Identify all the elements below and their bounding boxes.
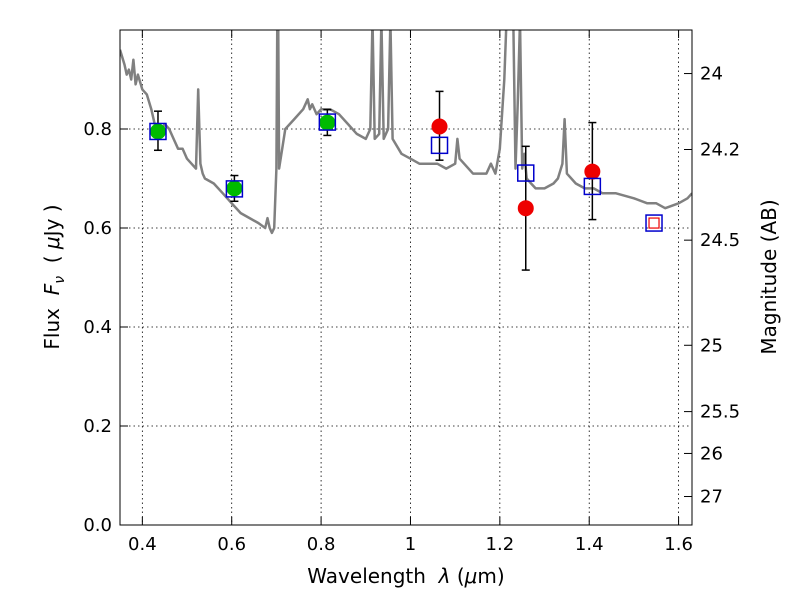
magnitude-axis: 24 24.2 24.5 25 25.5 26 27	[684, 64, 740, 508]
x-tick-label-3: 1	[405, 534, 416, 555]
x-tick-label-2: 0.8	[307, 534, 336, 555]
mag-tick-label-6: 27	[700, 487, 723, 508]
observed-point-5	[584, 163, 601, 180]
mag-tick-label-0: 24	[700, 64, 723, 85]
extra-point	[648, 217, 660, 229]
y-axis: 0.0 0.2 0.4 0.6 0.8	[83, 119, 128, 536]
model-point-0	[149, 122, 167, 141]
y-tick-label-2: 0.4	[83, 317, 112, 338]
observed-point-0	[149, 123, 166, 140]
mag-tick-label-5: 26	[700, 443, 723, 464]
model-point-1	[225, 180, 244, 198]
x-tick-label-6: 1.6	[664, 534, 693, 555]
x-tick-label-1: 0.6	[217, 534, 246, 555]
observed-point-3	[431, 118, 448, 135]
y-tick-label-0: 0.0	[83, 515, 112, 536]
model-point-2	[318, 113, 337, 131]
spectrum-layer	[120, 30, 692, 235]
model-point-3	[430, 136, 449, 155]
plot-frame	[119, 29, 693, 526]
mag-tick-label-4: 25.5	[700, 402, 740, 423]
model-points	[149, 113, 663, 232]
y-tick-label-4: 0.8	[83, 119, 112, 140]
observed-point-2	[319, 114, 336, 131]
x-tick-label-4: 1.2	[486, 534, 515, 555]
right-axis-label: Magnitude (AB)	[757, 199, 781, 354]
x-axis-label: Wavelength λ (μm)	[307, 564, 504, 588]
x-axis: 0.4 0.6 0.8 1 1.2 1.4 1.6	[128, 30, 693, 555]
model-point-6	[645, 214, 663, 232]
x-tick-label-5: 1.4	[575, 534, 604, 555]
model-point-5	[583, 177, 602, 196]
y-axis-label: Flux Fν ( μJy )	[40, 204, 68, 349]
mag-tick-label-1: 24.2	[700, 140, 740, 161]
model-point-4	[517, 164, 535, 182]
y-tick-label-1: 0.2	[83, 416, 112, 437]
mag-tick-label-3: 25	[700, 335, 723, 356]
spectrum-line	[120, 30, 692, 235]
y-tick-label-3: 0.6	[83, 218, 112, 239]
x-tick-label-0: 0.4	[128, 534, 157, 555]
observed-point-1	[226, 180, 243, 197]
observed-point-4	[517, 200, 534, 217]
mag-tick-label-2: 24.5	[700, 230, 740, 251]
grid-lines	[120, 30, 692, 525]
